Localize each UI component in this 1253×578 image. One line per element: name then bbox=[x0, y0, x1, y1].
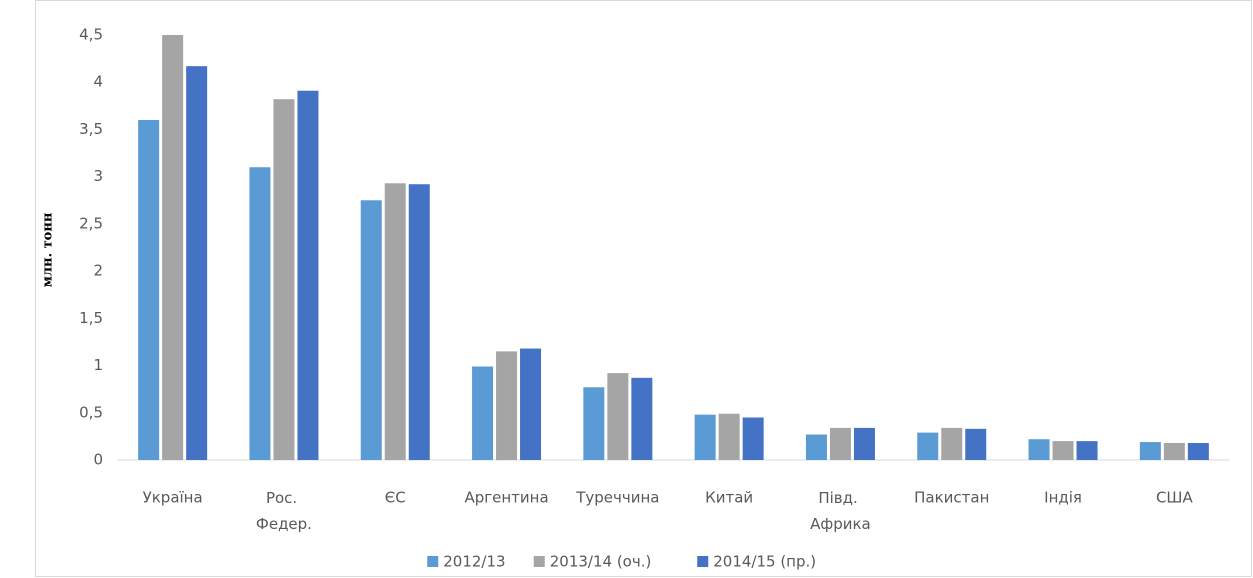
legend-label: 2014/15 (пр.) bbox=[713, 553, 816, 571]
legend-label: 2012/13 bbox=[443, 553, 505, 571]
bar bbox=[1028, 439, 1050, 460]
bar bbox=[718, 413, 740, 460]
y-tick-label: 3,5 bbox=[79, 120, 103, 138]
y-tick-label: 2,5 bbox=[79, 214, 103, 232]
y-axis-label: млн. тонн bbox=[41, 212, 56, 287]
legend-swatch bbox=[697, 556, 709, 567]
bar bbox=[1076, 441, 1098, 460]
x-tick-label: Україна bbox=[143, 489, 203, 507]
bar bbox=[805, 434, 827, 460]
bar bbox=[607, 373, 629, 460]
x-tick-label: Туреччина bbox=[575, 489, 659, 507]
bar bbox=[384, 183, 406, 460]
y-tick-label: 4,5 bbox=[79, 26, 103, 44]
x-tick-label: США bbox=[1156, 489, 1194, 507]
y-tick-label: 0 bbox=[93, 451, 103, 469]
x-tick-label: Аргентина bbox=[464, 489, 548, 507]
bar bbox=[186, 66, 208, 461]
bar bbox=[496, 351, 518, 460]
bar bbox=[917, 432, 939, 460]
bar bbox=[297, 90, 319, 460]
x-tick-label: Китай bbox=[705, 489, 753, 507]
bar bbox=[631, 377, 653, 460]
x-tick-label: Півд. Африка bbox=[810, 489, 871, 533]
bar bbox=[472, 366, 494, 460]
bar bbox=[360, 200, 382, 460]
x-tick-label: Рос. Федер. bbox=[256, 489, 312, 533]
bar bbox=[694, 414, 716, 460]
bar bbox=[408, 184, 430, 460]
bar bbox=[273, 99, 295, 460]
y-tick-label: 3 bbox=[93, 167, 103, 185]
bar bbox=[583, 387, 605, 460]
bar bbox=[941, 427, 963, 460]
bar bbox=[138, 120, 160, 460]
legend-label: 2013/14 (оч.) bbox=[550, 553, 652, 571]
bar bbox=[520, 348, 542, 460]
x-tick-label: Індія bbox=[1044, 489, 1082, 507]
bar bbox=[829, 427, 851, 460]
x-tick-label: Пакистан bbox=[914, 489, 989, 507]
bar bbox=[742, 417, 764, 460]
bar bbox=[853, 427, 875, 460]
bar bbox=[162, 35, 184, 460]
y-tick-label: 1,5 bbox=[79, 309, 103, 327]
bar bbox=[1187, 443, 1209, 460]
bar bbox=[1052, 441, 1074, 460]
chart-border bbox=[35, 0, 1252, 577]
bar bbox=[1163, 443, 1185, 460]
y-tick-label: 4 bbox=[93, 73, 103, 91]
bar bbox=[965, 428, 987, 460]
legend-swatch bbox=[427, 556, 439, 567]
bar bbox=[249, 167, 271, 460]
y-tick-label: 0,5 bbox=[79, 403, 103, 421]
x-tick-label: ЄС bbox=[385, 489, 406, 507]
y-tick-label: 1 bbox=[93, 356, 103, 374]
bar bbox=[1139, 442, 1161, 460]
legend-swatch bbox=[533, 556, 545, 567]
y-tick-label: 2 bbox=[93, 262, 103, 280]
